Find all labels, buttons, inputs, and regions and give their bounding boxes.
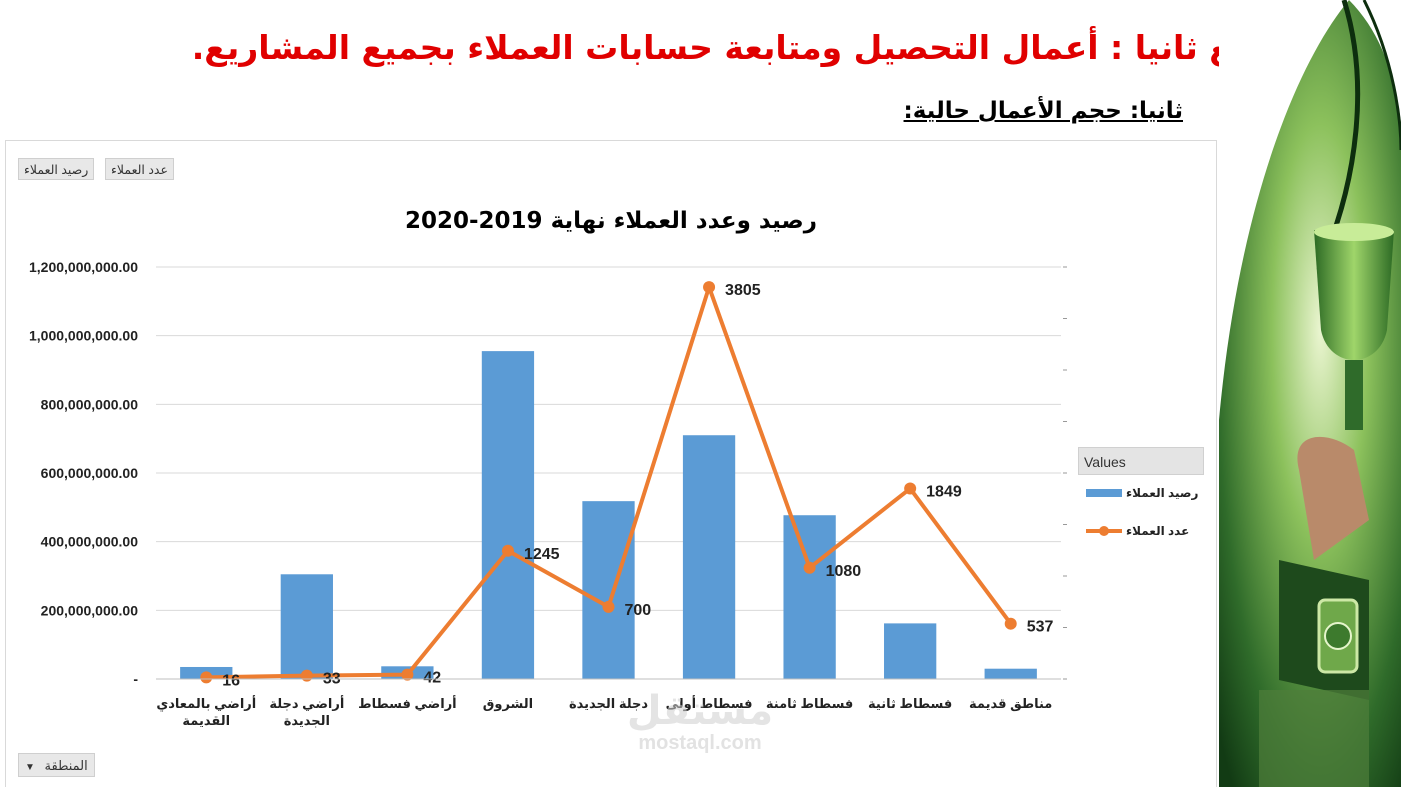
decorative-trophy-panel (1219, 0, 1401, 787)
bar (682, 435, 736, 679)
line-point (602, 600, 615, 613)
slide-title: تابع ثانيا : أعمال التحصيل ومتابعة حسابا… (191, 28, 1269, 67)
bar (783, 515, 836, 679)
filter-label: المنطقة (44, 758, 88, 773)
data-label: 1245 (524, 546, 560, 563)
bar (984, 668, 1037, 679)
field-button-balance[interactable]: رصيد العملاء (18, 158, 95, 180)
legend-item-balance: رصيد العملاء (1086, 484, 1198, 502)
y-tick-label: 200,000,000.00 (41, 602, 139, 618)
line-point (803, 561, 816, 574)
y-axis: - 200,000,000.00 400,000,000.00 600,000,000… (29, 259, 138, 687)
y-tick-label: 800,000,000.00 (41, 396, 139, 412)
legend-label-balance: رصيد العملاء (1126, 486, 1199, 500)
slide-subtitle: ثانيا: حجم الأعمال حالية: (903, 98, 1183, 124)
region-filter-button[interactable]: المنطقة ▼ (18, 753, 95, 777)
secondary-y-axis (1063, 266, 1067, 680)
line-point (501, 544, 514, 557)
line-point (300, 669, 313, 682)
x-tick-label: دجلة الجديدة (569, 696, 648, 711)
bar-series (180, 351, 1037, 679)
x-tick-label: مناطق قديمة (969, 696, 1052, 711)
data-label: 1849 (926, 484, 962, 501)
y-tick-label: - (133, 671, 138, 687)
data-label: 1080 (826, 563, 862, 580)
y-tick-label: 1,200,000,000.00 (29, 259, 138, 275)
data-label: 3805 (725, 282, 761, 299)
x-tick-label: الشروق (483, 696, 533, 711)
field-button-count[interactable]: عدد العملاء (105, 158, 174, 180)
watermark: مستقل mostaql.com (600, 690, 800, 755)
x-tick-label: أراضي بالمعادي القديمة (156, 695, 256, 728)
bar (884, 623, 937, 679)
line-point (401, 668, 414, 681)
y-tick-label: 400,000,000.00 (41, 534, 139, 550)
legend-bar-swatch (1086, 489, 1122, 497)
legend-item-count: عدد العملاء (1086, 522, 1189, 540)
x-tick-label: أراضي دجلة الجديدة (269, 695, 344, 728)
data-label: 700 (625, 602, 652, 619)
x-tick-label: فسطاط ثامنة (766, 696, 853, 711)
x-axis: أراضي بالمعادي القديمة أراضي دجلة الجديدة أر… (156, 678, 1061, 728)
x-tick-label: فسطاط ثانية (868, 696, 952, 711)
legend: Values رصيد العملاء عدد العملاء (1078, 447, 1204, 547)
bar (481, 351, 535, 679)
legend-line-swatch (1086, 526, 1122, 536)
chart-title: رصيد وعدد العملاء نهاية 2019-2020 (405, 208, 817, 234)
trophy-image (1219, 0, 1401, 787)
watermark-url: mostaql.com (638, 732, 762, 754)
watermark-logo: مستقل (626, 689, 774, 733)
line-point (904, 482, 917, 495)
line-point (703, 281, 716, 294)
pivot-chart-frame: رصيد العملاء عدد العملاء رصيد وعدد العمل… (5, 140, 1217, 787)
line-point (1004, 617, 1017, 630)
y-tick-label: 600,000,000.00 (41, 465, 139, 481)
line-point (200, 671, 213, 684)
data-label: 16 (222, 672, 240, 689)
legend-header[interactable]: Values (1078, 447, 1204, 475)
dropdown-arrow-icon: ▼ (25, 762, 35, 773)
combo-chart: رصيد وعدد العملاء نهاية 2019-2020 - 200,0… (29, 208, 1067, 728)
x-tick-label: فسطاط أولى (666, 695, 753, 711)
bar (280, 574, 333, 679)
bar (582, 501, 635, 679)
x-tick-label: أراضي فسطاط (358, 695, 457, 711)
y-tick-label: 1,000,000,000.00 (29, 328, 138, 344)
data-label: 537 (1027, 619, 1054, 636)
data-label: 42 (423, 670, 441, 687)
legend-label-count: عدد العملاء (1126, 524, 1190, 538)
